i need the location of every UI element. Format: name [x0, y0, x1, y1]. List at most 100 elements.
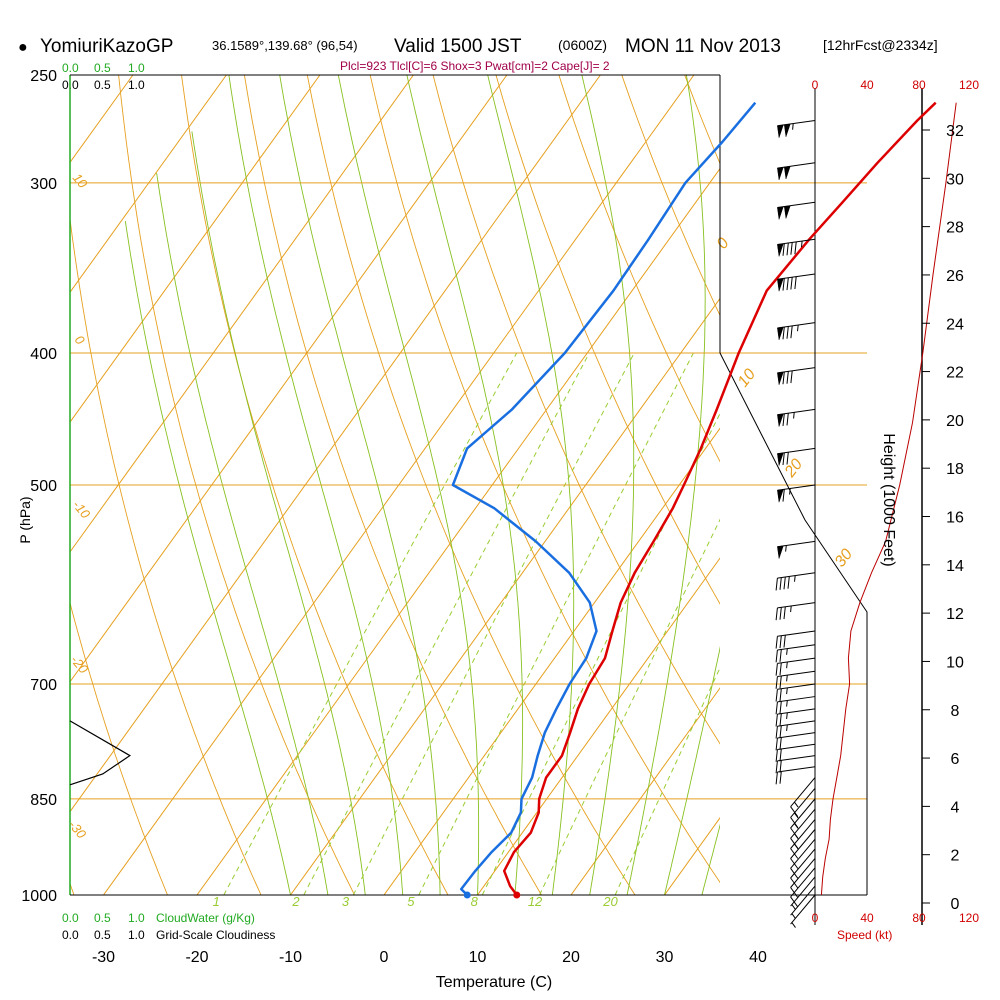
wind-barb	[790, 876, 816, 910]
wind-barb-half	[793, 412, 795, 419]
wind-barb-full	[782, 243, 785, 256]
wind-barb-full	[779, 649, 782, 662]
wind-barb-full	[790, 896, 799, 908]
wind-barb-half	[786, 712, 788, 719]
wind-barb-full	[790, 817, 799, 828]
mixing-ratio-label: 2	[291, 894, 300, 909]
wind-barb-flag	[784, 205, 791, 219]
wind-barb	[790, 867, 816, 908]
isotherm-label: 0	[714, 235, 733, 253]
wind-barb-staff	[777, 447, 816, 455]
moist-adiabat-line	[279, 75, 441, 895]
thermo-guide-lines	[70, 75, 720, 895]
x-axis-label: Temperature (C)	[436, 974, 552, 991]
dry-adiabat-line	[495, 75, 720, 605]
wind-barb-staff	[790, 876, 816, 907]
wind-barb-half	[790, 605, 792, 613]
wind-barb-flag	[777, 326, 784, 340]
pressure-tick-label: 500	[30, 478, 57, 495]
speed-bottom-tick: 0	[812, 911, 819, 925]
wind-barb	[777, 540, 816, 559]
wind-barb-full	[775, 760, 778, 774]
wind-barb	[777, 201, 816, 220]
wind-barb-full	[775, 636, 778, 649]
cloudiness-profile-line	[69, 720, 132, 786]
isotherm-line	[570, 687, 720, 895]
wind-barb	[775, 644, 816, 663]
wind-barb-half	[791, 913, 796, 919]
height-tick-label: 16	[946, 510, 964, 527]
wind-barb-full	[779, 701, 782, 714]
wind-barb-staff	[777, 408, 816, 416]
wind-barb-staff	[777, 540, 816, 548]
pressure-tick-label: 400	[30, 346, 57, 363]
wind-barb-full	[790, 877, 799, 889]
wind-barb-half	[793, 801, 799, 808]
wind-barb-full	[775, 689, 778, 702]
wind-barb-full	[787, 576, 790, 589]
wind-barb	[775, 602, 816, 621]
wind-barb-staff	[790, 867, 816, 898]
moist-adiabat-line	[487, 75, 575, 895]
wind-barb	[775, 720, 816, 739]
forecast-label: [12hrFcst@2334z]	[823, 37, 938, 53]
wind-barb-full	[775, 649, 778, 663]
cloudwater-label: CloudWater (g/Kg)	[156, 911, 255, 925]
dry-adiabat-line	[181, 75, 449, 895]
wind-barb-full	[786, 242, 789, 256]
isotherm-label: 10	[735, 366, 759, 391]
pressure-axis-ticks: 250 300 400 500 700 850 1000	[21, 68, 57, 905]
wind-barb	[777, 408, 816, 427]
temperature-tick-label: -30	[92, 949, 115, 966]
wind-barb-flag	[777, 489, 784, 503]
wind-barb-full	[790, 827, 799, 839]
wind-barb-full	[786, 452, 789, 465]
dry-adiabat-label: 10	[70, 170, 91, 191]
wind-speed-profile-line	[820, 102, 957, 896]
wind-barb-half	[786, 675, 788, 682]
cloudwater-top-scale: 0.0 0.5 1.0 0.0 0.5 1.0	[62, 61, 145, 92]
moist-adiabat-line	[124, 220, 291, 895]
height-tick-label: 28	[946, 220, 964, 237]
pressure-tick-label: 700	[30, 677, 57, 694]
pressure-tick-label: 300	[30, 176, 57, 193]
wind-barb-full	[783, 576, 786, 590]
moist-adiabat-line	[626, 75, 706, 895]
moist-adiabat-line	[664, 645, 720, 895]
moist-adiabat-line	[581, 75, 635, 895]
wind-barb-full	[779, 760, 782, 773]
wind-barb	[775, 696, 816, 715]
wind-barb-staff	[777, 766, 816, 773]
station-name: YomiuriKazoGP	[40, 36, 173, 57]
cloudiness-top-tick: 0.5	[94, 78, 111, 92]
wind-barb	[775, 572, 816, 591]
wind-barb-half	[785, 545, 787, 552]
height-tick-label: 10	[946, 654, 964, 671]
dry-adiabat-line	[306, 75, 636, 895]
wind-barb-full	[790, 887, 799, 898]
wind-barb-full	[779, 577, 782, 590]
speed-top-tick: 120	[959, 78, 979, 92]
wind-barb-full	[779, 607, 782, 620]
mixing-ratio-line	[481, 412, 720, 895]
height-tick-label: 0	[951, 896, 960, 913]
dry-adiabat-line	[369, 75, 720, 884]
valid-time: Valid 1500 JST	[394, 36, 522, 57]
wind-barb-half	[794, 575, 796, 582]
cloudwater-top-tick: 0.0	[62, 61, 79, 75]
height-tick-label: 14	[946, 558, 964, 575]
wind-barb-full	[779, 688, 782, 702]
wind-barb-full	[775, 749, 778, 762]
wind-barb-full	[779, 737, 782, 750]
wind-barb	[790, 858, 816, 898]
speed-top-tick: 40	[860, 78, 874, 92]
wind-barb-full	[790, 868, 799, 879]
temperature-tick-label: -20	[185, 949, 208, 966]
dry-adiabat-line	[118, 75, 356, 895]
wind-barb-staff	[777, 572, 816, 579]
mixing-ratio-label: 8	[471, 894, 479, 909]
wind-barb	[790, 885, 816, 919]
wind-barb	[777, 484, 816, 503]
